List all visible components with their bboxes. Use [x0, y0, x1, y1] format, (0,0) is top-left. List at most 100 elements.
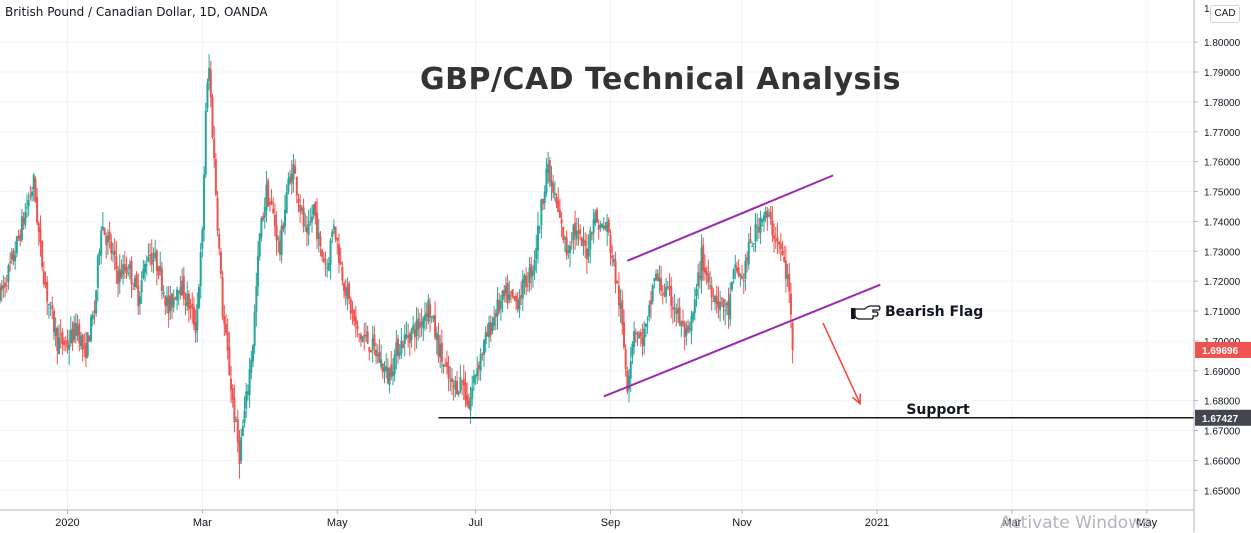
candle-body [184, 303, 187, 305]
candle-body [768, 214, 771, 217]
candle-body [284, 209, 287, 227]
candle-body [746, 257, 749, 261]
candle-body [427, 300, 430, 322]
candle-body [314, 201, 317, 217]
candle-body [390, 364, 393, 377]
candle-body [15, 236, 18, 254]
candle-body [96, 256, 99, 288]
candle-body [364, 334, 367, 337]
bearish-flag-label: Bearish Flag [885, 304, 983, 320]
candle-body [418, 322, 421, 328]
candle-body [253, 311, 256, 346]
candle-body [486, 332, 489, 337]
candle-body [440, 342, 443, 363]
candle-body [76, 325, 79, 336]
candle-body [660, 278, 663, 291]
candle-body [103, 227, 106, 236]
candle-body [769, 211, 772, 220]
candle-body [634, 333, 637, 335]
candle-body [498, 300, 501, 312]
candle-body [346, 287, 349, 300]
candle-body [25, 207, 28, 209]
candle-body [655, 273, 658, 281]
time-axis[interactable]: 2020 Mar May Jul Sep Nov 2021 Mar May [0, 509, 1194, 529]
candle-body [676, 308, 679, 314]
candle-body [187, 293, 190, 310]
time-tick-label: 2021 [865, 517, 889, 529]
symbol-label[interactable]: British Pound / Canadian Dollar, 1D, OAN… [5, 5, 268, 19]
candle-body [289, 176, 292, 183]
candle-body [439, 344, 442, 358]
candle-body [449, 380, 452, 382]
candle-body [238, 440, 241, 464]
candle-body [494, 313, 497, 318]
support-price-tag-bg[interactable] [1195, 409, 1251, 426]
candle-body [474, 374, 477, 378]
drawings[interactable]: Support Bearish Flag [438, 174, 1194, 419]
price-axis[interactable]: 1.80000 1.79000 1.78000 1.77000 1.76000 1.750… [1193, 0, 1251, 532]
candle-body [708, 285, 711, 287]
candle-body [675, 310, 678, 315]
candle-body [788, 273, 791, 292]
candle-body [543, 191, 546, 203]
candle-body [466, 395, 469, 406]
candle-body [354, 317, 357, 325]
candle-body [133, 277, 136, 288]
candle-body [619, 303, 622, 309]
candle-body [140, 280, 143, 293]
candle-body [697, 272, 700, 287]
candle-body [469, 397, 472, 411]
candle-body [381, 363, 384, 373]
candle-body [521, 279, 524, 299]
candle-body [272, 208, 275, 213]
candle-body [552, 183, 555, 193]
candle-body [545, 168, 548, 194]
candle-body [300, 207, 303, 211]
candle-body [203, 174, 206, 231]
candle-body [665, 286, 668, 297]
candle-body [602, 226, 605, 229]
candle-body [540, 199, 543, 226]
candle-body [722, 298, 725, 308]
candle-body [481, 354, 484, 356]
channel-lower-line[interactable] [603, 283, 881, 398]
candle-body [476, 368, 479, 376]
candle-body [562, 226, 565, 240]
candle-body [714, 296, 717, 302]
candle-body [666, 286, 669, 288]
candle-body [695, 289, 698, 296]
candle-body [779, 243, 782, 250]
currency-badge[interactable]: CAD [1210, 5, 1240, 23]
candle-body [628, 376, 631, 390]
breakdown-arrow-shaft[interactable] [822, 322, 861, 404]
candle-body [44, 281, 47, 286]
candle-body [194, 321, 197, 334]
candle-body [462, 378, 465, 386]
candle-body [405, 334, 408, 338]
candle-body [557, 200, 560, 213]
last-price-tag-bg[interactable] [1195, 341, 1251, 358]
candle-body [91, 314, 94, 320]
candle-body [450, 378, 453, 383]
candle-body [326, 267, 329, 269]
time-tick-label: Mar [193, 517, 212, 529]
candle-body [781, 250, 784, 256]
candle-body [285, 191, 288, 214]
candle-body [661, 294, 664, 296]
candle-body [106, 235, 109, 243]
candle-body [624, 349, 627, 370]
candle-body [501, 291, 504, 300]
candle-body [442, 364, 445, 367]
price-tick-label: 1.77000 [1204, 128, 1241, 139]
channel-upper-line[interactable] [626, 174, 834, 262]
candle-body [456, 381, 459, 394]
candle-body [756, 226, 759, 228]
candle-body [125, 267, 128, 273]
candle-body [730, 282, 733, 290]
candle-body [555, 196, 558, 205]
candles [0, 53, 794, 479]
candle-body [363, 334, 366, 338]
candle-body [732, 269, 735, 279]
candle-body [74, 323, 77, 336]
